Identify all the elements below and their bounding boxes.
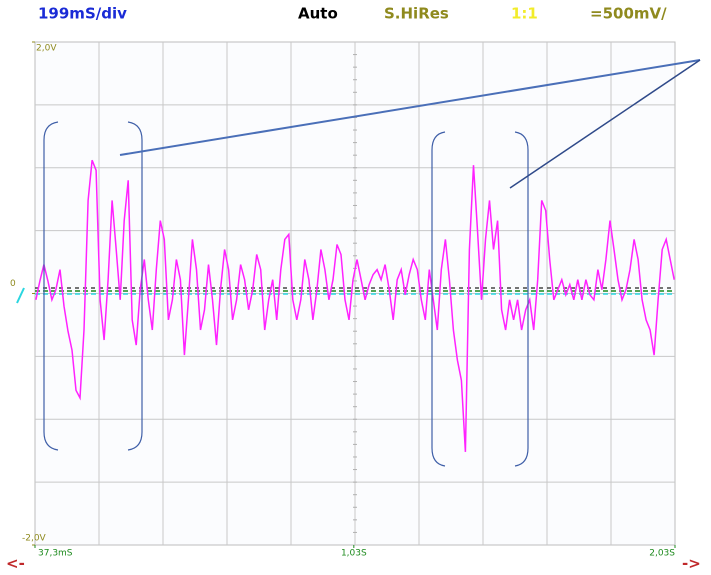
bracket bbox=[514, 131, 529, 467]
channel-marker bbox=[16, 287, 25, 304]
x-tick-label: 37,3mS bbox=[38, 549, 73, 559]
header-item: =500mV/ bbox=[590, 5, 667, 23]
x-tick-label: 1,03S bbox=[341, 549, 367, 559]
annotations bbox=[43, 59, 701, 467]
y-tick-label: -2,0V bbox=[22, 534, 47, 544]
nav-right: -> bbox=[682, 555, 701, 573]
bracket bbox=[43, 121, 59, 451]
callout-line bbox=[509, 59, 701, 189]
callout-line bbox=[119, 59, 701, 156]
bracket bbox=[127, 121, 143, 451]
y-tick-label: 0 bbox=[10, 279, 16, 289]
y-tick-label: 2,0V bbox=[36, 44, 57, 54]
nav-left: <- bbox=[6, 555, 25, 573]
header-item: Auto bbox=[298, 5, 338, 23]
labels: 199mS/div Auto S.HiRes 1:1 =500mV/2,0V 0 -2,0V… bbox=[6, 5, 701, 573]
header-item: 1:1 bbox=[511, 5, 538, 23]
x-tick-label: 2,03S bbox=[649, 549, 675, 559]
header-item: S.HiRes bbox=[384, 5, 449, 23]
header-item: 199mS/div bbox=[38, 5, 127, 23]
bracket bbox=[431, 131, 446, 467]
